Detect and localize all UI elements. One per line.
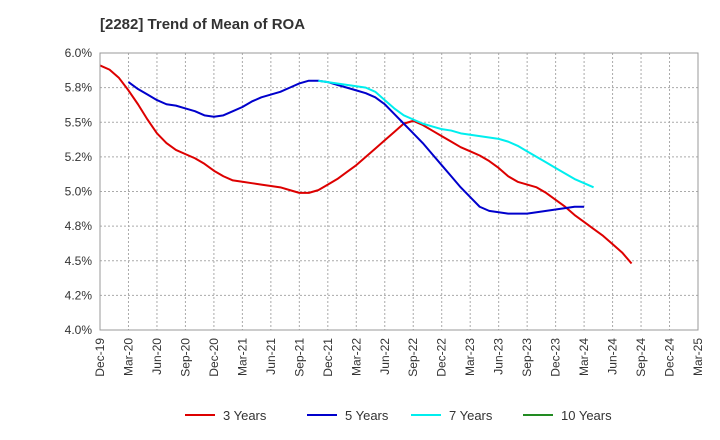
legend: 3 Years 5 Years 7 Years 10 Years [185, 408, 612, 423]
x-tick-label: Mar-22 [349, 338, 363, 376]
plot-frame [99, 52, 699, 331]
x-tick-label: Jun-22 [378, 338, 392, 375]
y-tick-label: 4.2% [65, 288, 93, 302]
x-tick-label: Dec-20 [207, 338, 221, 377]
y-tick-label: 5.8% [65, 81, 93, 95]
x-tick-label: Dec-19 [93, 338, 107, 377]
x-tick-label: Mar-25 [691, 338, 705, 376]
legend-label-10-years: 10 Years [561, 408, 612, 423]
y-tick-label: 5.0% [65, 185, 93, 199]
chart-title: [2282] Trend of Mean of ROA [100, 16, 305, 33]
x-tick-label: Jun-21 [264, 338, 278, 375]
series-layer [99, 64, 633, 265]
y-tick-label: 5.5% [65, 115, 93, 129]
x-tick-label: Sep-22 [406, 338, 420, 377]
y-tick-label: 4.5% [65, 254, 93, 268]
series-line-7-years [318, 79, 594, 189]
legend-label-7-years: 7 Years [449, 408, 493, 423]
x-tick-label: Jun-20 [150, 338, 164, 375]
x-tick-label: Sep-23 [520, 338, 534, 377]
x-tick-label: Sep-24 [634, 338, 648, 377]
x-tick-label: Mar-23 [463, 338, 477, 376]
x-tick-label: Dec-22 [435, 338, 449, 377]
x-tick-label: Dec-23 [549, 338, 563, 377]
x-tick-label: Dec-24 [663, 338, 677, 377]
y-axis-ticks: 4.0% 4.2% 4.5% 4.8% 5.0% 5.2% 5.5% 5.8% 6.0% [65, 46, 93, 337]
x-tick-label: Mar-24 [577, 338, 591, 376]
x-tick-label: Jun-24 [606, 338, 620, 375]
y-tick-label: 4.0% [65, 323, 93, 337]
x-tick-label: Sep-20 [178, 338, 192, 377]
x-axis-ticks: Dec-19 Mar-20 Jun-20 Sep-20 Dec-20 Mar-21 Jun-… [93, 338, 705, 377]
y-tick-label: 5.2% [65, 150, 93, 164]
series-line-3-years [99, 64, 633, 265]
y-tick-label: 4.8% [65, 219, 93, 233]
grid-layer [100, 52, 698, 331]
legend-label-5-years: 5 Years [345, 408, 389, 423]
x-tick-label: Mar-20 [121, 338, 135, 376]
x-tick-label: Jun-23 [492, 338, 506, 375]
y-tick-label: 6.0% [65, 46, 93, 60]
legend-label-3-years: 3 Years [223, 408, 267, 423]
x-tick-label: Dec-21 [321, 338, 335, 377]
series-line-5-years [127, 79, 585, 215]
x-tick-label: Sep-21 [292, 338, 306, 377]
x-tick-label: Mar-21 [235, 338, 249, 376]
